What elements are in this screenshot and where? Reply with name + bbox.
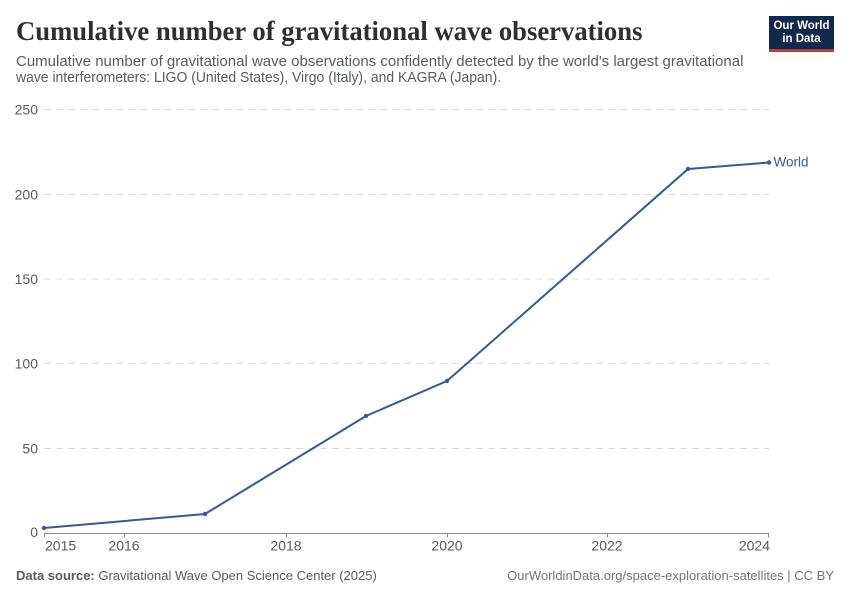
svg-text:World: World	[774, 155, 809, 170]
svg-text:2016: 2016	[108, 538, 139, 554]
svg-text:2015: 2015	[45, 538, 76, 554]
svg-text:2020: 2020	[431, 538, 462, 554]
svg-text:200: 200	[15, 187, 39, 203]
svg-text:2018: 2018	[270, 538, 301, 554]
svg-text:2022: 2022	[591, 538, 622, 554]
svg-text:250: 250	[15, 102, 39, 118]
svg-text:100: 100	[15, 356, 39, 372]
svg-text:150: 150	[15, 271, 39, 287]
svg-text:2024: 2024	[739, 538, 770, 554]
svg-text:0: 0	[30, 524, 38, 540]
svg-text:50: 50	[22, 441, 38, 457]
